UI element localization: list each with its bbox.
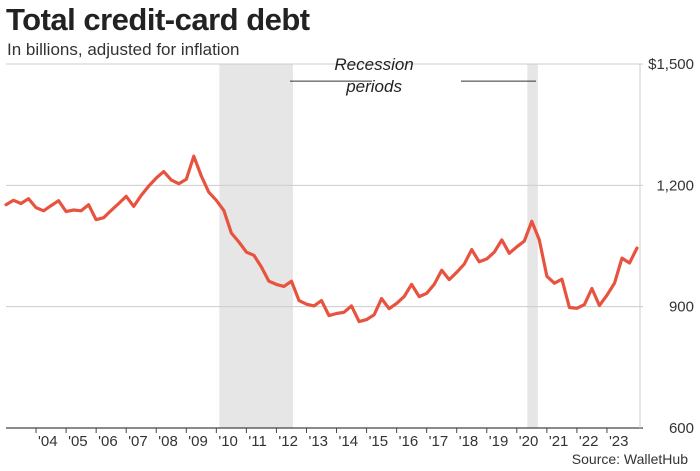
x-tick-label: '19 [489,433,509,450]
annotation-text: periods [345,77,402,96]
x-tick-label: '23 [609,433,629,450]
debt-series [4,154,639,324]
series-line-0 [4,154,639,324]
x-tick-label: '12 [278,433,298,450]
recession-band-0 [219,64,293,428]
x-tick-label: '14 [339,433,359,450]
annotation-text: Recession [334,55,413,74]
x-tick-label: '20 [519,433,539,450]
x-tick-label: '17 [429,433,449,450]
y-axis-tick-labels: $1,500 1,200 900 600 [648,56,694,437]
x-tick-label: '09 [188,433,208,450]
recession-bands [219,64,538,428]
x-tick-label: '21 [549,433,569,450]
chart-title: Total credit-card debt [6,2,310,37]
x-tick-label: '11 [248,433,266,450]
x-tick-label: '18 [459,433,479,450]
recession-band-1 [527,64,538,428]
x-tick-label: '07 [128,433,148,450]
x-tick-label: '10 [218,433,238,450]
x-tick-label: '04 [38,433,58,450]
x-tick-label: '05 [68,433,88,450]
recession-annotation: Recession periods [290,55,536,96]
source-note: Source: WalletHub [571,451,688,467]
x-tick-label: '13 [308,433,328,450]
y-tick-label: 1,200 [656,177,694,194]
grid-lines [6,63,643,429]
x-tick-label: '22 [579,433,599,450]
y-tick-label: $1,500 [648,56,694,73]
y-tick-label: 600 [669,420,694,437]
y-tick-label: 900 [669,299,694,316]
x-axis-ticks: '04 '05 '06 '07 '08 '09 '10 '11 '12 '13 '14 '15 '16 '… [35,428,629,450]
x-tick-label: '15 [369,433,389,450]
x-tick-label: '08 [158,433,178,450]
x-tick-label: '16 [399,433,419,450]
chart-subtitle: In billions, adjusted for inflation [7,40,240,59]
x-tick-label: '06 [98,433,118,450]
